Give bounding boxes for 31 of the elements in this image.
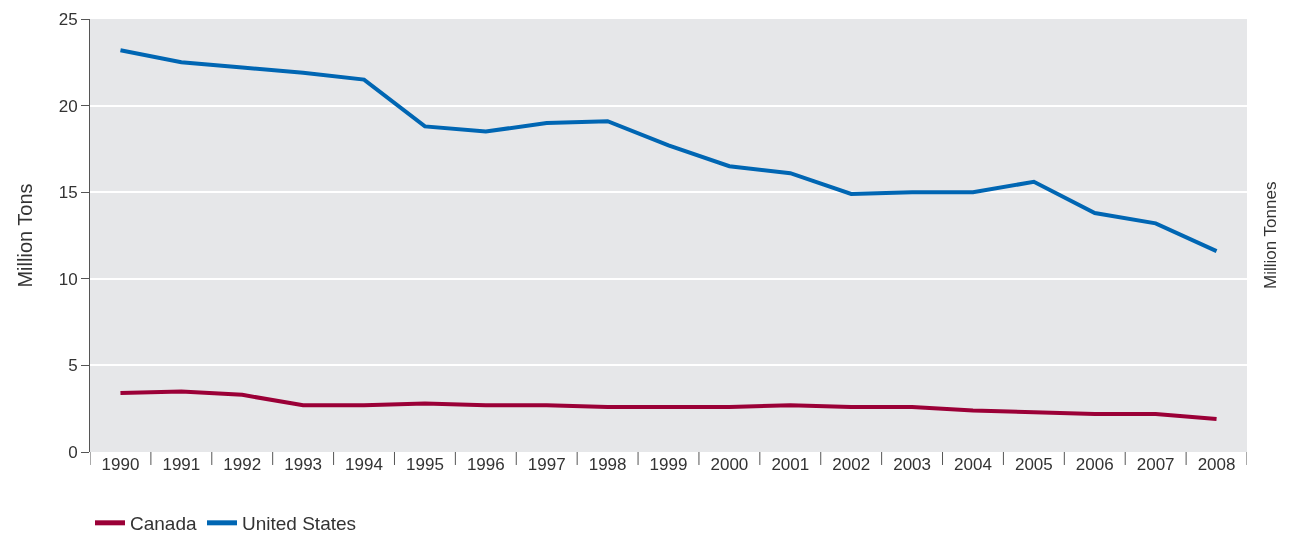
x-tick-label: 2005 [1014, 455, 1053, 474]
x-tick-label: 1990 [101, 455, 140, 474]
y-tick-label: 15 [58, 183, 78, 203]
x-tick-label: 2000 [710, 455, 749, 474]
x-tick-label: 1991 [162, 455, 201, 474]
x-tick-label: 2004 [954, 455, 992, 474]
y-tick-label: 0 [68, 442, 78, 462]
legend-label: United States [241, 513, 357, 535]
line-series [118, 389, 1219, 422]
line-series [118, 48, 1219, 254]
x-tick-label: 1999 [649, 455, 688, 474]
x-tick-label: 1996 [466, 455, 505, 474]
x-tick-label: 2007 [1136, 455, 1175, 474]
y-tick-label: 10 [58, 269, 78, 289]
x-tick-label: 1993 [284, 455, 323, 474]
x-tick-label: 2002 [832, 455, 871, 474]
y2-axis-title: Million Tonnes [1261, 181, 1280, 289]
x-tick-label: 2008 [1197, 455, 1236, 474]
y-tick-label: 25 [58, 9, 78, 29]
x-tick-label: 1992 [223, 455, 262, 474]
legend-label: Canada [130, 513, 197, 535]
x-tick-label: 1997 [527, 455, 566, 474]
x-tick-label: 2003 [893, 455, 931, 474]
y-tick-label: 20 [58, 96, 78, 116]
x-tick-label: 1994 [345, 455, 383, 474]
x-tick-label: 2006 [1075, 455, 1114, 474]
y-tick-label: 5 [68, 356, 78, 376]
x-tick-label: 1998 [588, 455, 627, 474]
y-axis-title: Million Tons [14, 183, 37, 288]
x-tick-label: 1995 [406, 455, 444, 474]
x-tick-label: 2001 [771, 455, 810, 474]
